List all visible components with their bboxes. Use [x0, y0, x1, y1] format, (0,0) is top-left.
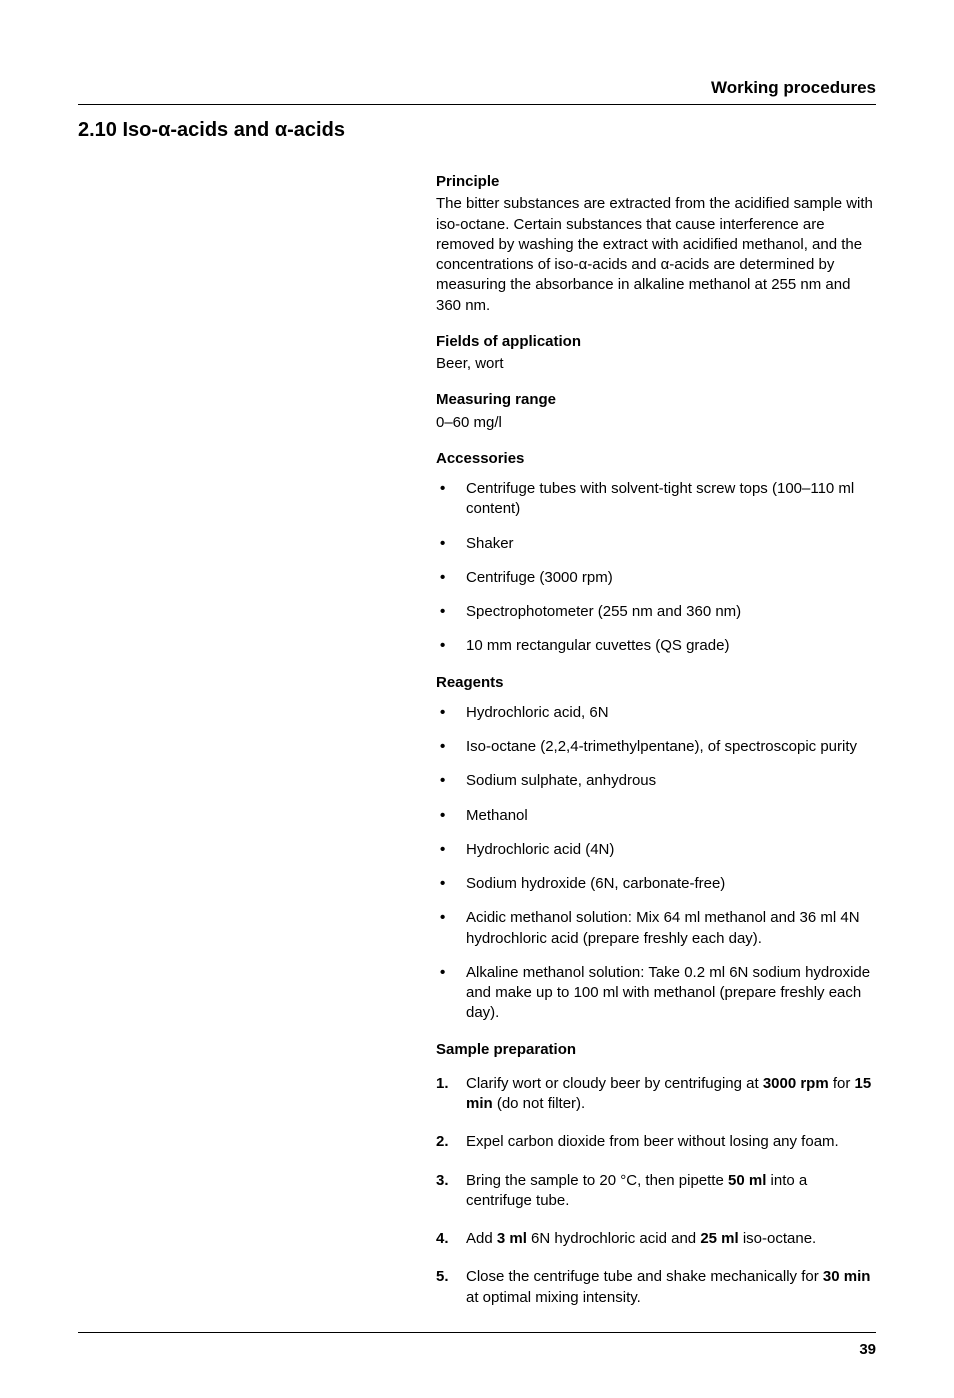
- section-title-mid: -acids and: [170, 119, 274, 141]
- step-bold: 3000 rpm: [763, 1075, 829, 1092]
- principle-text: The bitter substances are extracted from…: [436, 194, 876, 316]
- page-number: 39: [859, 1341, 876, 1358]
- step-item: Expel carbon dioxide from beer without l…: [436, 1132, 876, 1152]
- fields-text: Beer, wort: [436, 354, 876, 374]
- step-bold: 30 min: [823, 1268, 871, 1285]
- step-bold: 25 ml: [700, 1230, 738, 1247]
- list-item: Hydrochloric acid, 6N: [436, 703, 876, 723]
- alpha-symbol: α: [275, 119, 287, 141]
- step-text: Close the centrifuge tube and shake mech…: [466, 1268, 823, 1285]
- accessories-heading: Accessories: [436, 449, 876, 469]
- list-item: Sodium sulphate, anhydrous: [436, 771, 876, 791]
- step-item: Add 3 ml 6N hydrochloric acid and 25 ml …: [436, 1229, 876, 1249]
- step-text: for: [829, 1075, 855, 1092]
- step-text: at optimal mixing intensity.: [466, 1289, 641, 1306]
- section-number: 2.10: [78, 119, 117, 141]
- sample-prep-heading: Sample preparation: [436, 1040, 876, 1060]
- section-title-prefix: Iso-: [123, 119, 159, 141]
- step-item: Clarify wort or cloudy beer by centrifug…: [436, 1074, 876, 1115]
- step-text: Add: [466, 1230, 497, 1247]
- step-bold: 50 ml: [728, 1172, 766, 1189]
- step-text: 6N hydrochloric acid and: [527, 1230, 700, 1247]
- page-footer: 39: [78, 1332, 876, 1358]
- range-text: 0–60 mg/l: [436, 413, 876, 433]
- list-item: Spectrophotometer (255 nm and 360 nm): [436, 602, 876, 622]
- principle-text-part: -acids and: [587, 256, 660, 273]
- section-title-suffix: -acids: [287, 119, 345, 141]
- step-item: Close the centrifuge tube and shake mech…: [436, 1267, 876, 1308]
- chapter-header: Working procedures: [78, 78, 876, 105]
- list-item: Acidic methanol solution: Mix 64 ml meth…: [436, 908, 876, 949]
- principle-heading: Principle: [436, 172, 876, 192]
- step-text: Bring the sample to 20 °C, then pipette: [466, 1172, 728, 1189]
- range-heading: Measuring range: [436, 390, 876, 410]
- list-item: Sodium hydroxide (6N, carbonate-free): [436, 874, 876, 894]
- section-title: 2.10 Iso-α-acids and α-acids: [78, 119, 876, 142]
- alpha-symbol: α: [158, 119, 170, 141]
- list-item: Centrifuge tubes with solvent-tight scre…: [436, 479, 876, 520]
- list-item: Methanol: [436, 806, 876, 826]
- sample-prep-steps: Clarify wort or cloudy beer by centrifug…: [436, 1074, 876, 1308]
- step-text: iso-octane.: [739, 1230, 817, 1247]
- list-item: Hydrochloric acid (4N): [436, 840, 876, 860]
- list-item: 10 mm rectangular cuvettes (QS grade): [436, 636, 876, 656]
- step-bold: 3 ml: [497, 1230, 527, 1247]
- fields-heading: Fields of application: [436, 332, 876, 352]
- alpha-symbol: α: [579, 256, 588, 273]
- step-item: Bring the sample to 20 °C, then pipette …: [436, 1171, 876, 1212]
- reagents-list: Hydrochloric acid, 6N Iso-octane (2,2,4-…: [436, 703, 876, 1024]
- step-text: Clarify wort or cloudy beer by centrifug…: [466, 1075, 763, 1092]
- list-item: Shaker: [436, 534, 876, 554]
- step-text: (do not filter).: [493, 1095, 586, 1112]
- accessories-list: Centrifuge tubes with solvent-tight scre…: [436, 479, 876, 657]
- list-item: Iso-octane (2,2,4-trimethylpentane), of …: [436, 737, 876, 757]
- alpha-symbol: α: [661, 256, 670, 273]
- list-item: Alkaline methanol solution: Take 0.2 ml …: [436, 963, 876, 1024]
- content-column: Principle The bitter substances are extr…: [436, 172, 876, 1308]
- reagents-heading: Reagents: [436, 673, 876, 693]
- list-item: Centrifuge (3000 rpm): [436, 568, 876, 588]
